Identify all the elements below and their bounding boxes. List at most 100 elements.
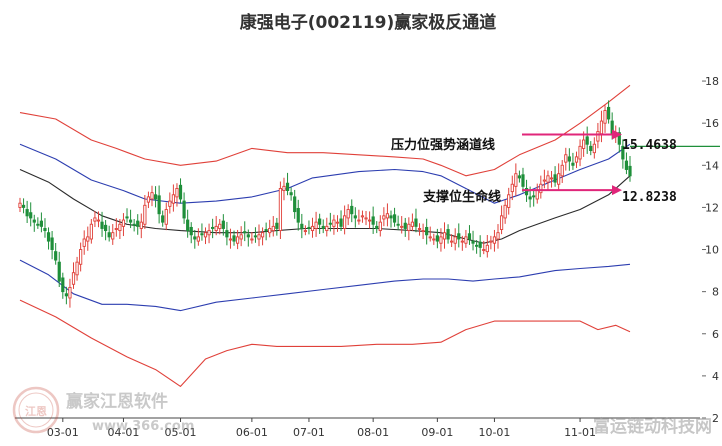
candle: [235, 229, 240, 250]
candle: [107, 225, 111, 242]
candle: [478, 235, 482, 258]
candle: [64, 286, 68, 305]
candle: [32, 214, 36, 232]
pressure-annotation: 压力位强势涵道线 15.4638: [391, 137, 677, 153]
candle: [96, 211, 101, 228]
candle: [571, 152, 575, 170]
candle: [603, 105, 607, 133]
y-tick-label: 12: [705, 201, 719, 214]
candle: [357, 209, 361, 225]
level-markers: [522, 129, 720, 196]
candle: [475, 240, 479, 254]
y-tick-label: 6: [712, 328, 719, 341]
candle: [93, 210, 97, 227]
candle: [221, 214, 225, 236]
candle: [82, 230, 86, 255]
candle: [293, 189, 297, 219]
candle: [539, 175, 543, 199]
candle: [414, 208, 418, 233]
candle: [499, 205, 504, 235]
y-tick-label: 8: [712, 286, 719, 299]
x-tick-label: 07-01: [293, 426, 325, 439]
candle: [143, 194, 147, 229]
candle: [29, 202, 33, 227]
candle: [350, 199, 354, 223]
candle: [246, 229, 250, 247]
candle: [421, 223, 425, 239]
candle: [578, 139, 582, 167]
candle: [557, 163, 561, 191]
candle: [114, 218, 118, 237]
y-tick-label: 18: [705, 75, 719, 88]
x-tick-label: 08-01: [357, 426, 389, 439]
candle: [310, 217, 315, 238]
candle: [439, 228, 443, 252]
candle: [164, 202, 168, 231]
candle: [467, 225, 472, 245]
candle: [385, 203, 390, 227]
candle: [207, 223, 211, 244]
candle: [121, 213, 126, 237]
candle: [318, 213, 322, 234]
pressure-value: 15.4638: [622, 138, 677, 153]
price-candles: [18, 100, 632, 308]
candle: [339, 210, 343, 231]
candle: [589, 141, 593, 156]
candle: [146, 191, 151, 209]
candle: [46, 227, 51, 250]
candle: [574, 151, 579, 169]
y-axis: 2 4 6 8 10 12 14 16 18: [702, 75, 719, 425]
candle: [428, 226, 432, 242]
candle: [624, 152, 629, 175]
candle: [285, 172, 290, 196]
candle: [435, 228, 439, 249]
candle: [585, 126, 589, 154]
candle: [410, 213, 415, 231]
watermark-seal-text: 江恩: [25, 404, 47, 418]
candle: [253, 227, 258, 243]
band-outer_upper: [19, 84, 631, 177]
band-inner_upper: [19, 143, 631, 204]
candle: [460, 235, 464, 251]
candle: [542, 169, 546, 189]
candle: [425, 218, 429, 245]
candle: [567, 148, 571, 171]
x-tick-label: 06-01: [236, 426, 268, 439]
candle: [553, 166, 557, 187]
candle: [178, 178, 183, 204]
candle: [139, 213, 143, 239]
candle: [186, 209, 190, 238]
candle: [50, 230, 54, 260]
candle: [271, 216, 275, 237]
candle: [560, 160, 564, 183]
support-annotation: 支撑位生命线 12.8238: [422, 189, 677, 205]
candle: [514, 163, 518, 197]
candle: [599, 110, 604, 143]
candle: [111, 224, 115, 245]
candle: [453, 228, 457, 251]
candle: [128, 209, 133, 229]
candle: [489, 235, 493, 250]
candle: [496, 224, 500, 249]
candle: [104, 220, 108, 241]
candle: [328, 212, 332, 232]
candle: [68, 278, 72, 308]
candle: [346, 204, 350, 226]
candle: [136, 214, 140, 235]
candle: [582, 131, 586, 157]
candle: [150, 185, 154, 207]
candle: [382, 207, 386, 227]
candle: [592, 137, 596, 159]
candle: [353, 207, 357, 228]
watermark-brand: 赢家江恩软件: [66, 391, 168, 412]
x-tick-label: 03-01: [47, 426, 79, 439]
candle: [367, 211, 372, 229]
support-arrow: [612, 185, 622, 196]
candle: [332, 214, 336, 235]
candle: [464, 229, 468, 248]
candle: [211, 218, 215, 239]
x-tick-label: 04-01: [107, 426, 139, 439]
candle: [360, 210, 365, 223]
candle: [510, 175, 514, 201]
